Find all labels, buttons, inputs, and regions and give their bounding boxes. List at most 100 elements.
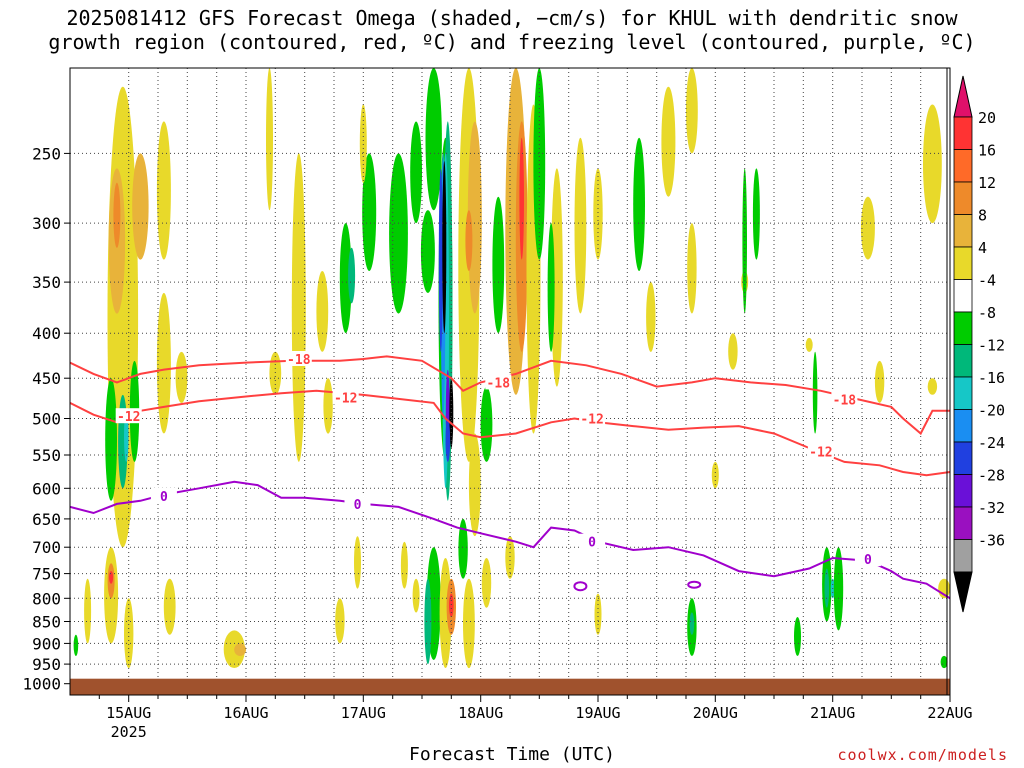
contours: -18 -18 -18 -12 -12 -12 -12 0 0 0 0	[70, 351, 950, 600]
x-axis-title: Forecast Time (UTC)	[409, 744, 615, 765]
x-tick-label: 20AUG	[693, 704, 738, 722]
colorbar-label: 4	[978, 239, 987, 257]
omega-region	[458, 518, 468, 579]
contour-label: -12	[334, 391, 357, 406]
contour-label-bg	[807, 443, 834, 459]
omega-region	[348, 247, 356, 304]
y-tick-label: 500	[32, 410, 61, 429]
omega-region	[362, 153, 377, 271]
contour-loop	[687, 580, 702, 589]
omega-region	[686, 68, 698, 154]
omega-region	[449, 593, 454, 617]
contour-label-bg	[332, 389, 359, 405]
y-tick-label: 350	[32, 273, 61, 292]
y-tick-label: 950	[32, 655, 61, 674]
colorbar-swatch	[953, 441, 973, 475]
omega-region	[234, 643, 247, 656]
omega-region	[689, 612, 695, 635]
colorbar-swatch	[953, 376, 973, 410]
colorbar-label: -36	[978, 532, 1005, 550]
omega-region	[794, 617, 801, 656]
ground-surface	[70, 678, 950, 695]
contour-line	[70, 480, 950, 600]
colorbar-swatch	[953, 409, 973, 443]
omega-region	[438, 168, 443, 352]
omega-region	[354, 536, 361, 589]
contour-label-bg	[579, 533, 606, 549]
omega-shading	[73, 68, 950, 669]
y-axis: 250 300 350 400 450 500 550 600 650 700 750 800 850 9…	[22, 144, 70, 694]
omega-region	[752, 168, 760, 260]
omega-region	[927, 378, 938, 395]
colorbar-top-arrow	[953, 75, 973, 118]
y-tick-label: 650	[32, 510, 61, 529]
omega-region	[728, 333, 738, 370]
contour-label-bg	[344, 495, 371, 511]
omega-region	[420, 210, 435, 293]
colorbar-label: -4	[978, 272, 996, 290]
grid	[70, 68, 950, 695]
omega-region	[711, 461, 719, 489]
colorbar: 20 16 12 8 4 -4 -8 -12 -16 -20 -24 -28 -32 -36	[953, 75, 1005, 613]
x-tick-label: 15AUG	[106, 704, 151, 722]
colorbar-swatch	[953, 116, 973, 150]
contour-label-bg	[150, 487, 177, 503]
colorbar-label: -16	[978, 369, 1005, 387]
omega-region	[400, 541, 408, 589]
omega-region	[389, 153, 408, 314]
omega-region	[633, 137, 645, 271]
omega-region	[661, 86, 676, 197]
contour-label-bg	[485, 374, 512, 390]
omega-region	[593, 168, 603, 260]
y-tick-label: 250	[32, 144, 61, 163]
omega-region	[291, 153, 306, 462]
omega-region	[109, 571, 114, 584]
y-tick-label: 300	[32, 214, 61, 233]
colorbar-swatch	[953, 214, 973, 248]
colorbar-label: -20	[978, 402, 1005, 420]
colorbar-swatch	[953, 539, 973, 573]
omega-region	[425, 68, 442, 211]
omega-region	[833, 547, 844, 631]
x-axis: 15AUG 16AUG 17AUG 18AUG 19AUG 20AUG 21AUG 22AUG…	[98, 695, 973, 741]
omega-region	[467, 121, 482, 314]
omega-region	[463, 578, 475, 669]
omega-region	[156, 121, 171, 260]
colorbar-swatch	[953, 344, 973, 378]
contour-label: 0	[864, 553, 872, 568]
colorbar-label: 8	[978, 207, 987, 225]
omega-region	[480, 386, 493, 462]
contour-label-bg	[831, 391, 858, 407]
y-tick-label: 750	[32, 565, 61, 584]
colorbar-swatch	[953, 474, 973, 508]
omega-region	[105, 378, 117, 501]
x-tick-label: 19AUG	[575, 704, 620, 722]
omega-region	[646, 282, 656, 352]
omega-region	[156, 292, 171, 434]
omega-region	[505, 536, 515, 579]
contour-label-bg	[854, 551, 881, 567]
contour-label: -18	[287, 353, 311, 368]
omega-region	[124, 410, 129, 462]
omega-region	[481, 558, 492, 608]
omega-region	[175, 351, 188, 403]
y-tick-label: 600	[32, 479, 61, 498]
contour-label: -12	[117, 410, 140, 425]
y-tick-label: 450	[32, 369, 61, 388]
omega-region	[113, 182, 121, 248]
y-tick-label: 700	[32, 538, 61, 557]
y-tick-label: 550	[32, 446, 61, 465]
x-tick-label: 16AUG	[223, 704, 268, 722]
x-year-label: 2025	[111, 723, 147, 741]
x-tick-label: 17AUG	[341, 704, 386, 722]
omega-region	[323, 378, 333, 434]
omega-region	[812, 351, 818, 434]
omega-region	[73, 634, 79, 657]
contour-label: 0	[160, 490, 168, 505]
y-tick-label: 800	[32, 589, 61, 608]
omega-region	[551, 168, 563, 387]
colorbar-bottom-arrow	[953, 571, 973, 613]
omega-region	[874, 360, 885, 403]
contour-label: -12	[580, 413, 603, 428]
omega-region	[860, 196, 875, 260]
